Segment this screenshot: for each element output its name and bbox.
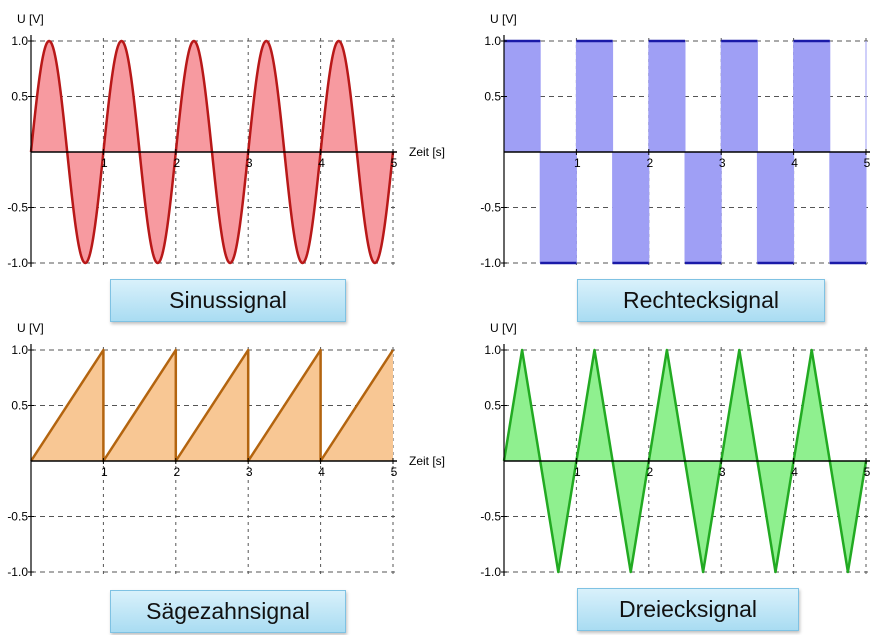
y-tick-label: 1.0	[484, 343, 501, 357]
x-axis-label: Zeit [s]	[409, 454, 445, 468]
chart-1: 1.0 0.5 -0.5 -1.0 1 2 3 4 5 U [V] Zeit [s]	[7, 12, 445, 270]
chart-title: Dreiecksignal	[577, 588, 799, 631]
x-tick-label: 2	[173, 156, 180, 170]
y-tick-label: -0.5	[7, 201, 28, 215]
x-tick-label: 1	[101, 465, 108, 479]
x-tick-label: 5	[391, 465, 398, 479]
y-tick-label: -1.0	[480, 256, 501, 270]
x-tick-label: 5	[391, 156, 398, 170]
y-tick-label: -0.5	[480, 201, 501, 215]
chart-title: Sinussignal	[110, 279, 346, 322]
x-tick-label: 2	[646, 465, 653, 479]
y-axis-label: U [V]	[490, 12, 517, 26]
x-tick-label: 4	[318, 156, 325, 170]
x-tick-label: 3	[719, 156, 726, 170]
y-tick-label: -0.5	[480, 510, 501, 524]
y-tick-label: 0.5	[11, 399, 28, 413]
x-tick-label: 5	[864, 156, 871, 170]
y-tick-label: -1.0	[7, 256, 28, 270]
y-tick-label: -0.5	[7, 510, 28, 524]
x-tick-label: 3	[246, 156, 253, 170]
chart-2: 1.0 0.5 -0.5 -1.0 1 2 3 4 5 U [V]	[480, 12, 870, 270]
y-tick-label: -1.0	[7, 565, 28, 579]
y-axis-label: U [V]	[17, 321, 44, 335]
x-tick-label: 2	[173, 465, 180, 479]
chart-title: Rechtecksignal	[577, 279, 825, 322]
chart-4: 1.0 0.5 -0.5 -1.0 1 2 3 4 5 U [V]	[480, 321, 870, 579]
x-tick-label: 1	[101, 156, 108, 170]
x-tick-label: 5	[864, 465, 871, 479]
y-tick-label: -1.0	[480, 565, 501, 579]
y-tick-label: 1.0	[484, 34, 501, 48]
x-tick-label: 1	[574, 156, 581, 170]
y-tick-label: 0.5	[11, 90, 28, 104]
x-tick-label: 4	[791, 465, 798, 479]
signal-line	[29, 348, 395, 463]
y-tick-label: 1.0	[11, 34, 28, 48]
x-axis-label: Zeit [s]	[409, 145, 445, 159]
chart-3: 1.0 0.5 -0.5 -1.0 1 2 3 4 5 U [V] Zeit [s]	[7, 321, 445, 579]
x-tick-label: 3	[246, 465, 253, 479]
x-tick-label: 4	[318, 465, 325, 479]
x-tick-label: 2	[646, 156, 653, 170]
y-tick-label: 0.5	[484, 90, 501, 104]
y-axis-label: U [V]	[490, 321, 517, 335]
y-axis-label: U [V]	[17, 12, 44, 26]
x-tick-label: 3	[719, 465, 726, 479]
y-tick-label: 1.0	[11, 343, 28, 357]
y-tick-label: 0.5	[484, 399, 501, 413]
x-tick-label: 4	[791, 156, 798, 170]
x-tick-label: 1	[574, 465, 581, 479]
chart-title: Sägezahnsignal	[110, 590, 346, 633]
